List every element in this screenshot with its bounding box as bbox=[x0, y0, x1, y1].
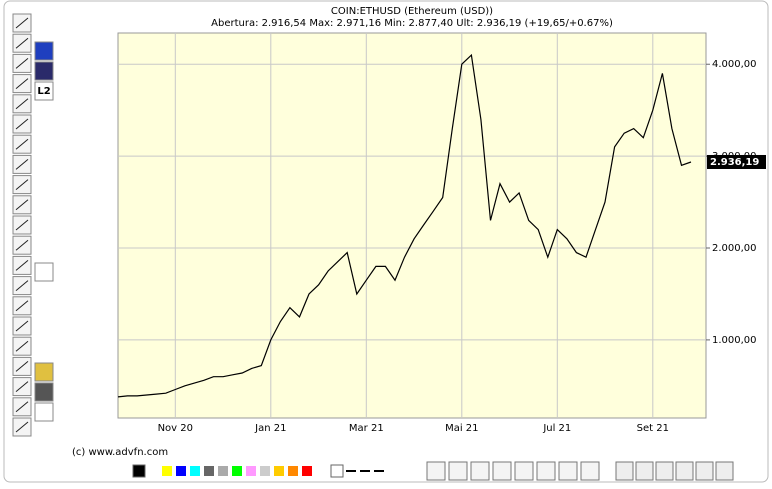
tool-icon bbox=[15, 340, 29, 352]
tool-button[interactable] bbox=[34, 402, 54, 422]
chart-type-button[interactable] bbox=[580, 461, 600, 481]
tool-icon bbox=[15, 98, 29, 110]
tool-icon bbox=[15, 78, 29, 89]
tool-icon bbox=[15, 219, 29, 231]
tool-icon bbox=[15, 179, 29, 190]
tool-icon bbox=[15, 320, 29, 332]
tool-button[interactable] bbox=[34, 81, 54, 101]
tool-icon bbox=[15, 300, 29, 312]
tool-icon bbox=[15, 138, 29, 150]
color-swatch[interactable] bbox=[176, 466, 186, 476]
tool-icon bbox=[15, 159, 29, 170]
tool-icon bbox=[15, 58, 29, 69]
level2-button-label[interactable]: L2 bbox=[37, 86, 50, 97]
zoom-button[interactable] bbox=[615, 461, 634, 481]
price-line bbox=[117, 53, 692, 398]
chart-type-button[interactable] bbox=[514, 461, 534, 481]
chart-type-button[interactable] bbox=[558, 461, 578, 481]
plot-area bbox=[117, 32, 707, 419]
x-tick-label: Nov 20 bbox=[158, 423, 193, 434]
tool-button[interactable] bbox=[34, 61, 54, 81]
color-swatch[interactable] bbox=[218, 466, 228, 476]
y-tick-label: 4.000,00 bbox=[712, 59, 757, 70]
tool-icon bbox=[15, 118, 29, 130]
tool-button[interactable] bbox=[34, 262, 54, 282]
x-tick-label: Set 21 bbox=[637, 423, 669, 434]
tool-icon bbox=[15, 361, 29, 372]
bottom-toolbar bbox=[132, 461, 734, 481]
x-tick-label: Jul 21 bbox=[542, 423, 571, 434]
color-button[interactable] bbox=[132, 464, 146, 478]
tool-icon bbox=[15, 381, 29, 392]
tool-icon bbox=[15, 421, 29, 433]
tool-icon bbox=[15, 401, 29, 413]
line-style[interactable] bbox=[330, 464, 344, 478]
color-swatch[interactable] bbox=[232, 466, 242, 476]
zoom-button[interactable] bbox=[655, 461, 674, 481]
current-price-label: 2.936,19 bbox=[710, 157, 759, 168]
color-swatch[interactable] bbox=[302, 466, 312, 476]
color-swatch[interactable] bbox=[288, 466, 298, 476]
color-swatch[interactable] bbox=[260, 466, 270, 476]
footer: (c) www.advfn.com bbox=[72, 447, 168, 458]
tool-icon bbox=[15, 260, 29, 271]
chart-subtitle: Abertura: 2.916,54 Max: 2.971,16 Min: 2.… bbox=[211, 18, 613, 29]
tool-icon bbox=[15, 199, 29, 211]
color-swatch[interactable] bbox=[246, 466, 256, 476]
x-tick-label: Jan 21 bbox=[254, 423, 286, 434]
tool-button[interactable] bbox=[34, 362, 54, 382]
tool-icon bbox=[15, 239, 29, 251]
x-tick-label: Mar 21 bbox=[349, 423, 384, 434]
y-tick-label: 1.000,00 bbox=[712, 335, 757, 346]
chart-type-button[interactable] bbox=[426, 461, 446, 481]
tool-icon bbox=[15, 17, 29, 29]
zoom-button[interactable] bbox=[635, 461, 654, 481]
color-swatch[interactable] bbox=[162, 466, 172, 476]
chart-type-button[interactable] bbox=[470, 461, 490, 481]
color-swatch[interactable] bbox=[190, 466, 200, 476]
toolbar bbox=[12, 13, 54, 437]
chart-type-button[interactable] bbox=[536, 461, 556, 481]
x-tick-label: Mai 21 bbox=[445, 423, 478, 434]
zoom-button[interactable] bbox=[695, 461, 714, 481]
tool-icon bbox=[15, 37, 29, 49]
zoom-button[interactable] bbox=[715, 461, 734, 481]
chart-type-button[interactable] bbox=[448, 461, 468, 481]
chart-title: COIN:ETHUSD (Ethereum (USD)) bbox=[331, 6, 493, 17]
chart-type-button[interactable] bbox=[492, 461, 512, 481]
color-swatch[interactable] bbox=[204, 466, 214, 476]
y-tick-label: 2.000,00 bbox=[712, 243, 757, 254]
zoom-button[interactable] bbox=[675, 461, 694, 481]
tool-button[interactable] bbox=[34, 41, 54, 61]
tool-button[interactable] bbox=[34, 382, 54, 402]
current-price-box bbox=[707, 154, 766, 169]
color-swatch[interactable] bbox=[274, 466, 284, 476]
tool-icon bbox=[15, 280, 29, 291]
